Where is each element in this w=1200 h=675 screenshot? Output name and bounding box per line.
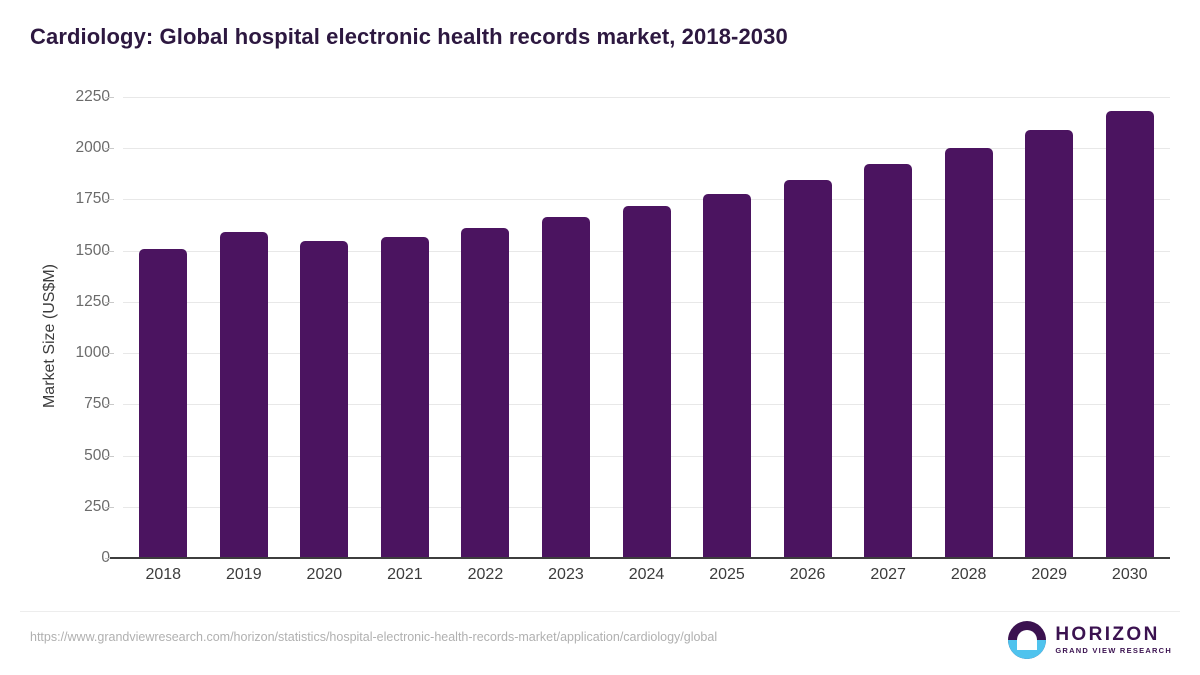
bar[interactable] (1105, 110, 1154, 558)
bar[interactable] (944, 148, 993, 558)
bar[interactable] (783, 179, 832, 558)
x-tick-label: 2023 (548, 566, 584, 583)
gridline (123, 199, 1170, 201)
bar[interactable] (541, 217, 590, 558)
x-tick-label: 2022 (467, 566, 504, 583)
bar-series (123, 97, 1170, 558)
x-axis-ticks: 2018 2019 2020 2021 2022 2023 2024 2025 2026 2027… (123, 566, 1170, 596)
bar[interactable] (139, 249, 188, 558)
y-tick-mark (105, 506, 114, 508)
bar[interactable] (622, 205, 671, 558)
y-tick-mark (105, 148, 114, 150)
y-tick-label: 2000 (75, 139, 110, 157)
bar[interactable] (380, 237, 429, 558)
bar[interactable] (864, 164, 913, 558)
x-tick-label: 2027 (870, 566, 906, 583)
horizon-sun-icon (1008, 621, 1047, 659)
source-url[interactable]: https://www.grandviewresearch.com/horizo… (30, 630, 718, 644)
x-tick-label: 2028 (950, 566, 987, 583)
y-tick-mark (105, 199, 114, 201)
logo-tagline: GRAND VIEW RESEARCH (1055, 646, 1172, 656)
x-axis-line (110, 557, 1170, 559)
y-tick-label: 1000 (75, 344, 110, 362)
bar[interactable] (703, 193, 752, 558)
bar[interactable] (219, 232, 268, 558)
x-tick-label: 2019 (226, 566, 262, 583)
y-axis-ticks: 0 250 500 750 1000 1250 1500 1750 2000 2250 (32, 88, 114, 566)
x-tick-label: 2025 (709, 566, 745, 583)
y-tick-label: 1250 (75, 292, 110, 310)
gridline (123, 148, 1170, 150)
page-title: Cardiology: Global hospital electronic h… (30, 24, 788, 49)
y-tick-label: 1500 (75, 241, 110, 259)
y-tick-mark (105, 404, 114, 406)
y-tick-mark (105, 97, 114, 98)
bar[interactable] (300, 241, 349, 558)
y-tick-label: 2250 (75, 88, 110, 105)
bar[interactable] (461, 227, 510, 558)
logo-wordmark: HORIZON (1055, 624, 1160, 646)
y-tick-mark (105, 301, 114, 303)
x-tick-label: 2029 (1031, 566, 1067, 583)
gridline (123, 97, 1170, 98)
y-tick-label: 500 (84, 446, 110, 464)
y-tick-mark (105, 558, 114, 559)
y-tick-mark (105, 250, 114, 252)
y-tick-label: 1750 (75, 190, 110, 208)
brand-logo: HORIZON GRAND VIEW RESEARCH (1008, 620, 1172, 660)
y-tick-mark (105, 455, 114, 457)
y-tick-mark (105, 353, 114, 355)
x-tick-label: 2020 (306, 566, 343, 583)
y-tick-label: 750 (84, 395, 110, 413)
bar[interactable] (1025, 130, 1074, 558)
x-tick-label: 2021 (387, 566, 423, 583)
y-tick-label: 250 (84, 497, 110, 515)
x-tick-label: 2030 (1111, 566, 1148, 583)
x-tick-label: 2018 (145, 566, 182, 583)
x-tick-label: 2026 (789, 566, 826, 583)
footer-divider (20, 611, 1180, 612)
y-tick-label: 0 (40, 549, 110, 567)
plot-area (123, 97, 1170, 558)
x-tick-label: 2024 (628, 566, 665, 583)
